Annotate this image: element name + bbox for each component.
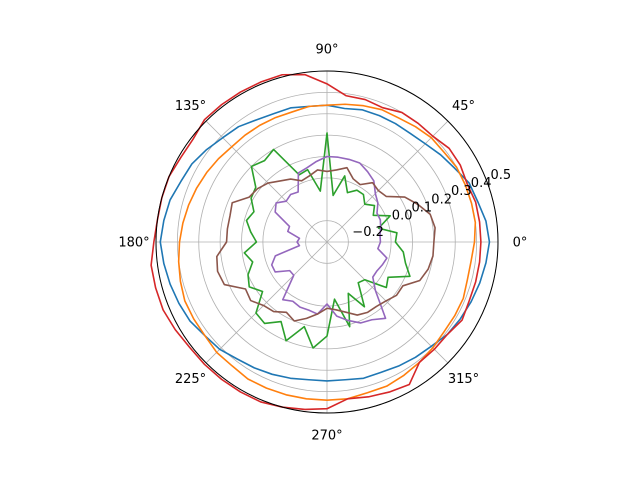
r-tick-label: 0.4 bbox=[471, 176, 492, 191]
series-line-2 bbox=[177, 103, 477, 401]
polar-grid bbox=[155, 70, 499, 414]
theta-tick-label: 270° bbox=[311, 429, 342, 444]
r-tick-label: −0.2 bbox=[352, 225, 384, 240]
r-tick-label: 0.1 bbox=[412, 201, 433, 216]
r-tick-label: 0.5 bbox=[491, 168, 512, 183]
theta-grid-line bbox=[326, 241, 449, 364]
series-line-3 bbox=[243, 132, 411, 349]
theta-tick-label: 90° bbox=[315, 43, 338, 58]
theta-grid-line bbox=[205, 241, 328, 364]
series-line-4 bbox=[150, 73, 482, 411]
series-line-6 bbox=[216, 166, 436, 322]
theta-tick-label: 315° bbox=[448, 372, 479, 387]
theta-grid-line bbox=[326, 120, 449, 243]
theta-tick-label: 135° bbox=[175, 99, 206, 114]
series-line-5 bbox=[270, 155, 388, 324]
r-tick-label: 0.2 bbox=[431, 192, 452, 207]
tick-labels: 0°45°90°135°180°225°270°315°−0.20.00.10.… bbox=[118, 43, 527, 444]
polar-frame bbox=[155, 70, 499, 414]
series-line-1 bbox=[159, 104, 491, 382]
theta-tick-label: 180° bbox=[118, 236, 149, 251]
r-tick-label: 0.0 bbox=[392, 209, 413, 224]
series-layer bbox=[150, 73, 491, 411]
r-tick-label: 0.3 bbox=[451, 184, 472, 199]
theta-tick-label: 0° bbox=[513, 236, 528, 251]
theta-tick-label: 225° bbox=[175, 372, 206, 387]
theta-tick-label: 45° bbox=[452, 99, 475, 114]
theta-grid-line bbox=[205, 120, 328, 243]
